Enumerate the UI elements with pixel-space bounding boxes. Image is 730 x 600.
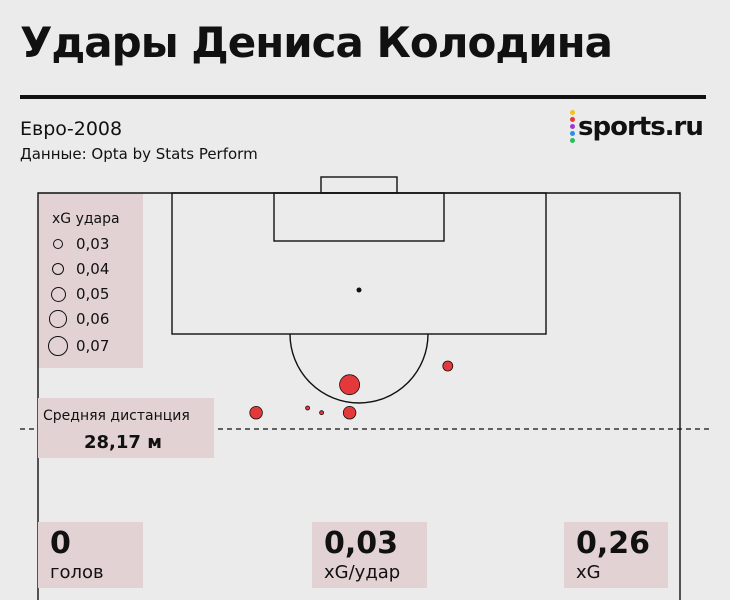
legend-item: 0,06 (46, 310, 109, 328)
legend-circle-icon (51, 262, 65, 276)
average-distance-box: Средняя дистанция 28,17 м (38, 398, 214, 458)
shot-marker (249, 406, 263, 420)
xg-per-shot-label: xG/удар (324, 562, 401, 583)
legend-item: 0,04 (46, 260, 109, 278)
xg-per-shot-value: 0,03 (324, 526, 399, 561)
shot-marker (342, 406, 357, 420)
goal-area (273, 192, 445, 242)
total-xg-stat: 0,26 xG (564, 522, 668, 588)
legend-circle-icon (49, 310, 67, 328)
penalty-area (171, 192, 547, 335)
xg-legend: xG удара 0,03 0,04 0,05 0,06 0,07 (38, 193, 143, 368)
logo-dot (570, 124, 575, 129)
total-xg-value: 0,26 (576, 526, 651, 561)
logo-dot (570, 117, 575, 122)
page-title: Удары Дениса Колодина (20, 18, 613, 67)
legend-label: 0,07 (76, 337, 110, 355)
shots-layer (249, 360, 454, 537)
legend-item: 0,05 (46, 285, 109, 303)
penalty-spot (356, 287, 362, 293)
shot-marker (442, 360, 454, 372)
title-divider (20, 95, 706, 99)
avg-distance-value: 28,17 м (84, 432, 162, 453)
logo-dot (570, 138, 575, 143)
legend-item: 0,07 (46, 336, 109, 356)
goals-label: голов (50, 562, 104, 583)
legend-label: 0,06 (76, 310, 110, 328)
legend-circle-icon (53, 239, 63, 249)
penalty-arc (289, 333, 429, 404)
legend-circle-icon (50, 286, 66, 302)
goal (320, 176, 398, 194)
xg-per-shot-stat: 0,03 xG/удар (312, 522, 427, 588)
logo-dots-icon (570, 110, 575, 143)
total-xg-label: xG (576, 562, 601, 583)
legend-item: 0,03 (46, 235, 109, 253)
shot-marker (319, 410, 325, 416)
logo-dot (570, 131, 575, 136)
tournament-subtitle: Евро-2008 (20, 118, 123, 140)
sports-ru-logo: sports.ru (570, 110, 704, 143)
data-source: Данные: Opta by Stats Perform (20, 145, 258, 163)
goals-stat: 0 голов (38, 522, 143, 588)
legend-title: xG удара (52, 211, 120, 227)
goals-value: 0 (50, 526, 71, 561)
legend-circle-icon (48, 336, 68, 356)
legend-label: 0,04 (76, 260, 110, 278)
shot-marker (339, 374, 361, 396)
logo-dot (570, 110, 575, 115)
legend-label: 0,05 (76, 285, 110, 303)
shot-marker (305, 405, 311, 411)
logo-text: sports.ru (578, 111, 704, 142)
avg-distance-label: Средняя дистанция (43, 408, 190, 424)
legend-label: 0,03 (76, 235, 110, 253)
